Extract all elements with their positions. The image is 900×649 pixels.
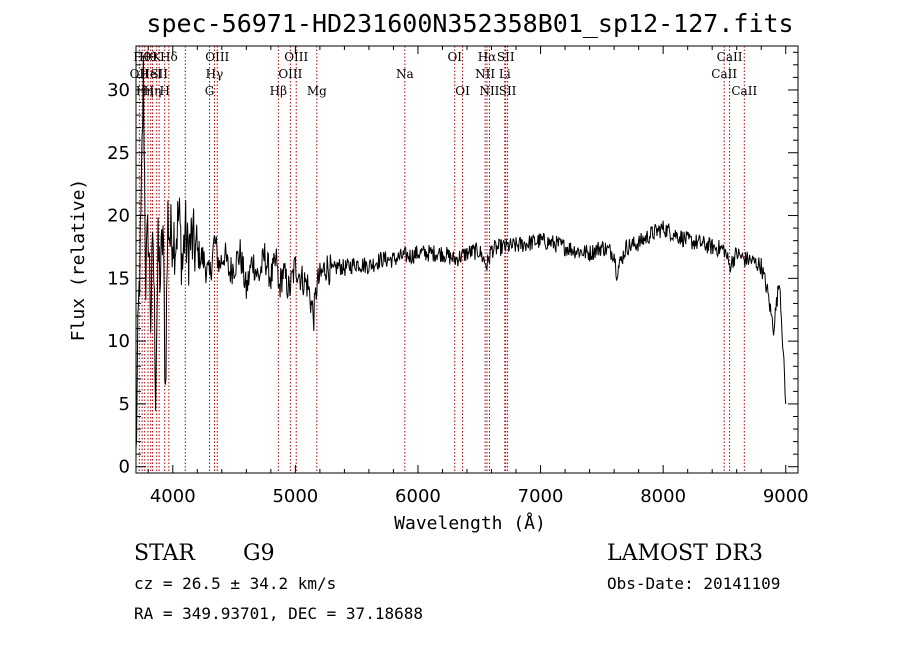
y-tick-label: 25 [107,143,130,164]
spectral-line-label: SII [150,67,168,81]
spectral-line-label: SII [499,84,517,98]
x-tick-label: 7000 [518,486,564,507]
spectral-line-label: Hη [136,84,154,98]
spectral-line-label: Hγ [206,67,224,81]
coordinates-readout: RA = 349.93701, DEC = 37.18688 [134,604,423,623]
spectral-line-label: NII [479,84,499,98]
x-tick-label: 4000 [150,486,196,507]
redshift-readout: cz = 26.5 ± 34.2 km/s [134,574,336,593]
x-axis-label: Wavelength (Å) [394,512,546,534]
observation-date: Obs-Date: 20141109 [607,574,780,593]
spectral-line-label: OIII [284,50,308,64]
spectral-line-label: K [152,50,162,64]
spectral-line-label: Hη [144,84,162,98]
y-tick-label: 0 [119,457,130,478]
spectral-line-label: Mg [307,84,327,98]
spectral-line-label: Hα [478,50,497,64]
x-axis: 4000 5000 6000 7000 8000 9000 [147,46,809,507]
spectral-line-label: NII [475,67,495,81]
spectral-line-label: G [205,84,215,98]
spectral-line-label: Hδ [160,50,178,64]
spectral-line-label: HeI [140,67,163,81]
spectral-line-label: Na [396,67,414,81]
y-axis: 0 5 10 15 20 25 30 [107,51,798,478]
y-tick-label: 10 [107,331,130,352]
spectral-line-label: CaII [731,84,757,98]
y-tick-label: 15 [107,268,130,289]
spectral-line-label: OIII [278,67,302,81]
spectrum-series-line [135,55,787,449]
x-tick-label: 5000 [272,486,318,507]
spectral-line-label: H [159,84,169,98]
spectral-line-label: OIII [205,50,229,64]
spectral-line-label: Li [499,67,511,81]
x-tick-label: 9000 [763,486,809,507]
y-tick-label: 5 [119,394,130,415]
x-tick-label: 8000 [640,486,686,507]
spectral-line-label: Hβ [270,84,287,98]
y-axis-label: Flux (relative) [68,179,89,342]
spectral-line-label: OI [447,50,462,64]
spectral-line-label: OII [130,67,150,81]
spectral-line-label: CaII [711,67,737,81]
line-labels: OIIHθHηHθHeIHηKSIIHHδGHγOIIIHβOIIIOIIIMg… [130,50,758,98]
object-subclass: G9 [243,541,275,566]
y-tick-label: 30 [107,80,130,101]
survey-name: LAMOST DR3 [607,541,763,566]
plot-frame [135,45,799,474]
spectral-line-label: OI [455,84,470,98]
spectral-line-label: CaII [717,50,743,64]
spectral-line-label: SII [497,50,515,64]
chart-title: spec-56971-HD231600N352358B01_sp12-127.f… [146,9,793,38]
spectral-line-label: Hθ [133,50,151,64]
object-class: STAR [134,541,196,566]
x-tick-label: 6000 [395,486,441,507]
y-tick-label: 20 [107,206,130,227]
